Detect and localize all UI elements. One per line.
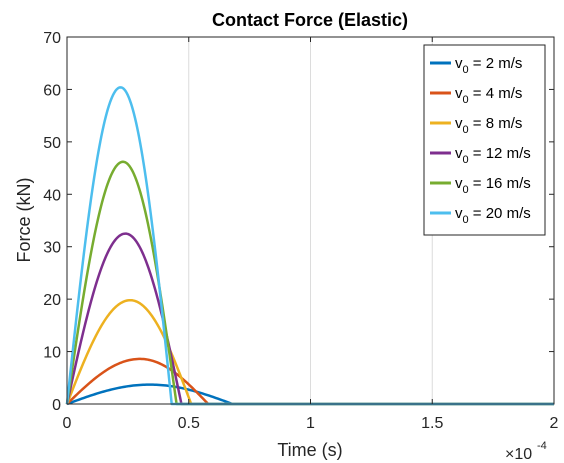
legend-label-1: v0 = 2 m/s bbox=[455, 55, 522, 76]
y-tick-label: 50 bbox=[43, 135, 61, 152]
legend-label-prefix: v bbox=[455, 55, 463, 72]
tick-marks bbox=[66, 36, 555, 405]
legend-label-subscript: 0 bbox=[463, 94, 469, 106]
legend-label-prefix: v bbox=[455, 205, 463, 222]
x-tick-label: 2 bbox=[550, 415, 559, 432]
series-line-6 bbox=[65, 86, 554, 406]
legend-label-prefix: v bbox=[455, 115, 463, 132]
legend-box bbox=[423, 44, 546, 236]
legend-label-suffix: = 20 m/s bbox=[469, 205, 531, 222]
legend: v0 = 2 m/sv0 = 4 m/sv0 = 8 m/sv0 = 12 m/… bbox=[423, 44, 546, 236]
x-exponent-power: -4 bbox=[537, 440, 547, 452]
y-tick-label: 40 bbox=[43, 187, 61, 204]
legend-label-2: v0 = 4 m/s bbox=[455, 85, 522, 106]
y-tick-label: 0 bbox=[52, 397, 61, 414]
series-group bbox=[65, 86, 554, 406]
x-tick-label: 1.5 bbox=[421, 415, 443, 432]
y-tick-label: 70 bbox=[43, 30, 61, 47]
legend-label-subscript: 0 bbox=[463, 214, 469, 226]
legend-label-suffix: = 16 m/s bbox=[469, 175, 531, 192]
legend-label-subscript: 0 bbox=[463, 124, 469, 136]
legend-label-3: v0 = 8 m/s bbox=[455, 115, 522, 136]
legend-label-prefix: v bbox=[455, 85, 463, 102]
y-tick-label: 60 bbox=[43, 82, 61, 99]
legend-label-subscript: 0 bbox=[463, 184, 469, 196]
legend-label-subscript: 0 bbox=[463, 64, 469, 76]
legend-label-subscript: 0 bbox=[463, 154, 469, 166]
y-axis-label: Force (kN) bbox=[14, 178, 34, 263]
legend-items: v0 = 2 m/sv0 = 4 m/sv0 = 8 m/sv0 = 12 m/… bbox=[430, 55, 531, 226]
legend-label-5: v0 = 16 m/s bbox=[455, 175, 531, 196]
x-tick-labels: 0 0.5 1 1.5 2 bbox=[63, 415, 559, 432]
x-exponent-base: ×10 bbox=[505, 446, 532, 463]
chart-title: Contact Force (Elastic) bbox=[212, 10, 408, 30]
legend-label-prefix: v bbox=[455, 175, 463, 192]
series-line-2 bbox=[66, 357, 554, 406]
series-line-1 bbox=[66, 383, 554, 406]
legend-label-suffix: = 12 m/s bbox=[469, 145, 531, 162]
y-tick-label: 20 bbox=[43, 292, 61, 309]
y-tick-label: 10 bbox=[43, 345, 61, 362]
x-tick-label: 0 bbox=[63, 415, 72, 432]
x-axis-label: Time (s) bbox=[277, 440, 342, 460]
legend-label-6: v0 = 20 m/s bbox=[455, 205, 531, 226]
legend-label-suffix: = 8 m/s bbox=[469, 115, 523, 132]
legend-label-suffix: = 4 m/s bbox=[469, 85, 523, 102]
legend-label-4: v0 = 12 m/s bbox=[455, 145, 531, 166]
legend-label-suffix: = 2 m/s bbox=[469, 55, 523, 72]
y-tick-label: 30 bbox=[43, 240, 61, 257]
x-tick-label: 1 bbox=[306, 415, 315, 432]
y-tick-labels: 0 10 20 30 40 50 60 70 bbox=[43, 30, 61, 414]
x-tick-label: 0.5 bbox=[178, 415, 200, 432]
legend-label-prefix: v bbox=[455, 145, 463, 162]
